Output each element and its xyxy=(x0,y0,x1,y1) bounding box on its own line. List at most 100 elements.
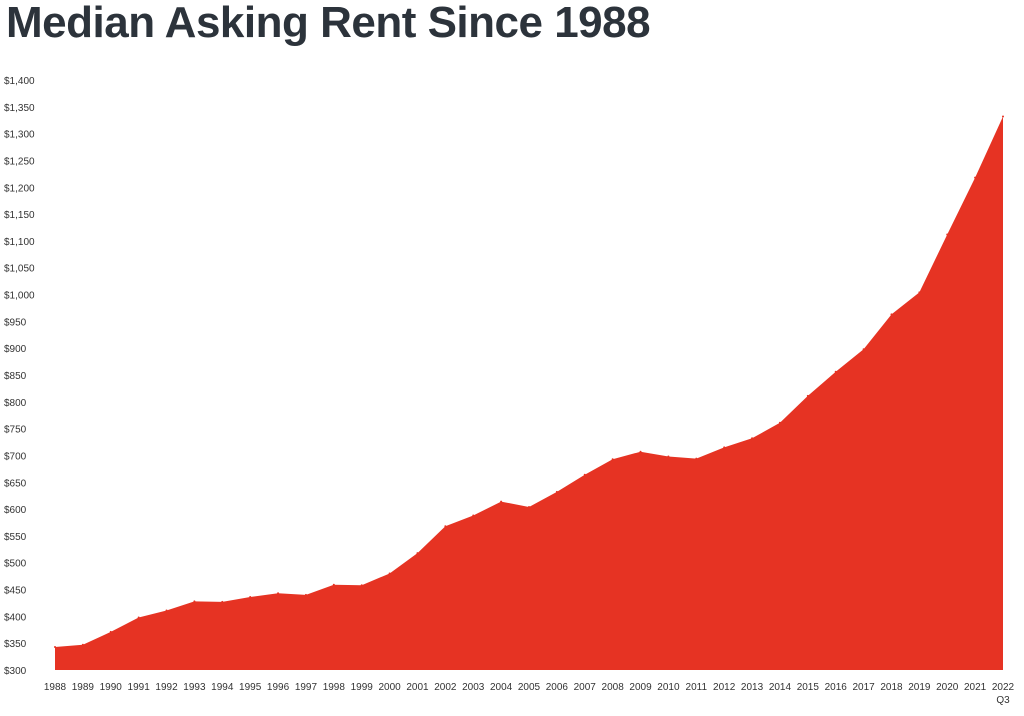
y-axis: $300 $350 $400 $450 $500 $550 $600 $650 $700 $750… xyxy=(4,76,35,677)
data-point xyxy=(555,490,558,493)
x-tick-label: 2010 xyxy=(657,682,680,693)
x-tick-label: 2018 xyxy=(880,682,903,693)
data-point xyxy=(974,176,977,179)
data-point xyxy=(137,616,140,619)
x-tick-label: 2019 xyxy=(908,682,931,693)
y-tick-label: $750 xyxy=(4,425,27,436)
data-point xyxy=(444,525,447,528)
y-tick-label: $1,250 xyxy=(4,156,35,167)
y-tick-label: $650 xyxy=(4,478,27,489)
x-tick-label: 1994 xyxy=(211,682,234,693)
x-tick-label: 1997 xyxy=(295,682,318,693)
x-tick-label: 2008 xyxy=(602,682,625,693)
data-point xyxy=(528,505,530,508)
y-tick-label: $900 xyxy=(4,344,27,355)
x-tick-label: 2013 xyxy=(741,682,764,693)
y-tick-label: $400 xyxy=(4,612,27,623)
y-tick-label: $1,100 xyxy=(4,237,35,248)
x-tick-label: 1989 xyxy=(72,682,95,693)
y-tick-label: $1,150 xyxy=(4,210,35,221)
data-point xyxy=(81,643,84,646)
data-point xyxy=(862,348,865,351)
x-tick-sublabel: Q3 xyxy=(996,695,1010,706)
x-tick-label: 1992 xyxy=(155,682,178,693)
x-tick-label: 2011 xyxy=(686,682,708,693)
data-point xyxy=(890,313,893,316)
data-point xyxy=(332,583,335,586)
y-tick-label: $500 xyxy=(4,559,27,570)
y-tick-label: $700 xyxy=(4,451,27,462)
data-point xyxy=(54,645,56,648)
x-tick-label: 1988 xyxy=(44,682,67,693)
y-tick-label: $1,350 xyxy=(4,103,35,114)
data-point xyxy=(193,600,196,603)
data-point xyxy=(1002,115,1004,118)
x-tick-label: 2021 xyxy=(964,682,987,693)
x-tick-label: 2002 xyxy=(434,682,457,693)
data-point xyxy=(221,600,224,603)
data-point xyxy=(918,291,921,294)
x-tick-label: 2012 xyxy=(713,682,736,693)
y-tick-label: $1,300 xyxy=(4,130,35,141)
data-point xyxy=(304,593,307,596)
x-tick-label: 1995 xyxy=(239,682,262,693)
data-point xyxy=(639,450,642,453)
data-point xyxy=(806,394,809,397)
x-tick-label: 2014 xyxy=(769,682,792,693)
y-tick-label: $1,000 xyxy=(4,291,35,302)
x-tick-label: 2006 xyxy=(546,682,569,693)
y-tick-label: $550 xyxy=(4,532,27,543)
data-point xyxy=(360,584,363,587)
x-tick-label: 2005 xyxy=(518,682,541,693)
data-point xyxy=(723,446,726,449)
y-tick-label: $600 xyxy=(4,505,27,516)
x-tick-label: 1993 xyxy=(183,682,206,693)
x-tick-label: 1990 xyxy=(100,682,123,693)
y-tick-label: $350 xyxy=(4,639,27,650)
x-tick-label: 2003 xyxy=(462,682,485,693)
x-tick-label: 2020 xyxy=(936,682,959,693)
x-tick-label: 1991 xyxy=(128,682,151,693)
data-point xyxy=(778,421,781,424)
x-tick-label: 2016 xyxy=(825,682,848,693)
x-tick-label: 2004 xyxy=(490,682,513,693)
y-tick-label: $1,400 xyxy=(4,76,35,87)
data-point xyxy=(249,596,252,599)
x-axis: 1988 1989 1990 1991 1992 1993 1994 1995 1996 1997… xyxy=(44,682,1015,706)
data-point xyxy=(611,458,614,461)
data-point xyxy=(500,500,503,503)
chart-title: Median Asking Rent Since 1988 xyxy=(6,0,651,47)
x-tick-label: 2022 xyxy=(992,682,1015,693)
y-tick-label: $950 xyxy=(4,317,27,328)
plot-area xyxy=(54,115,1004,671)
x-tick-label: 1998 xyxy=(323,682,346,693)
data-point xyxy=(667,455,670,458)
data-point xyxy=(277,592,280,595)
y-tick-label: $450 xyxy=(4,586,27,597)
y-tick-label: $1,200 xyxy=(4,183,35,194)
data-point xyxy=(751,437,754,440)
data-point xyxy=(583,473,586,476)
data-point xyxy=(472,514,475,517)
y-tick-label: $850 xyxy=(4,371,27,382)
data-point xyxy=(388,572,391,575)
data-point xyxy=(695,457,698,460)
x-tick-label: 2015 xyxy=(797,682,820,693)
data-point xyxy=(416,552,419,555)
y-tick-label: $1,050 xyxy=(4,264,35,275)
x-tick-label: 1999 xyxy=(351,682,374,693)
y-tick-label: $800 xyxy=(4,398,27,409)
x-tick-label: 2001 xyxy=(406,682,429,693)
x-tick-label: 2017 xyxy=(852,682,875,693)
data-point xyxy=(109,630,112,633)
data-point xyxy=(834,370,837,373)
data-point xyxy=(946,233,949,236)
x-tick-label: 2009 xyxy=(629,682,652,693)
area-series xyxy=(55,116,1003,671)
data-point xyxy=(165,609,168,612)
x-tick-label: 1996 xyxy=(267,682,290,693)
x-tick-label: 2000 xyxy=(378,682,401,693)
y-tick-label: $300 xyxy=(4,666,27,677)
